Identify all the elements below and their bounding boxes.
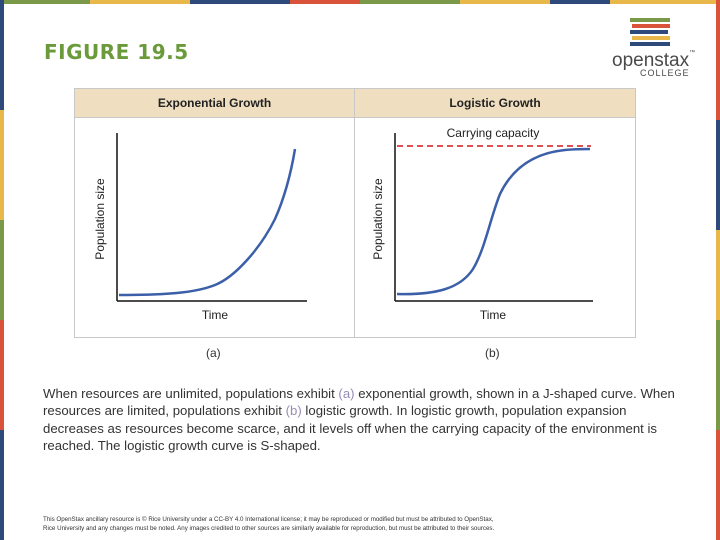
panel-a-letter: (a) (206, 346, 221, 360)
caption-ref-a: (a) (338, 386, 355, 401)
logistic-curve (396, 147, 591, 296)
license-footer: This OpenStax ancillary resource is © Ri… (43, 516, 683, 533)
figure-panel-box: Exponential Growth Logistic Growth Popul… (74, 88, 636, 338)
panel-b-letter: (b) (485, 346, 500, 360)
panel-a-xlabel: Time (202, 308, 229, 322)
footer-line-2: Rice University and any changes must be … (43, 524, 495, 532)
footer-line-1: This OpenStax ancillary resource is © Ri… (43, 516, 494, 523)
exponential-curve (118, 148, 297, 297)
left-color-stripe (0, 0, 4, 540)
panel-b-ylabel: Population size (371, 178, 385, 260)
panel-b-xlabel: Time (480, 308, 507, 322)
right-color-stripe (716, 0, 720, 540)
logo-wordmark: openstax™ (612, 50, 696, 71)
panel-a-header: Exponential Growth (75, 89, 354, 118)
logo-subtitle: COLLEGE (640, 68, 690, 78)
panel-b-header: Logistic Growth (355, 89, 635, 118)
figure-caption: When resources are unlimited, population… (43, 386, 675, 454)
figure-title: FIGURE 19.5 (44, 40, 189, 64)
top-color-stripe (0, 0, 720, 4)
growth-curves-svg: Population size Time Population size Tim… (93, 126, 593, 322)
openstax-logo-icon (630, 18, 670, 46)
caption-ref-b: (b) (285, 403, 302, 419)
panel-a-ylabel: Population size (93, 178, 107, 260)
carrying-capacity-label: Carrying capacity (447, 126, 540, 140)
panel-divider (354, 89, 355, 337)
